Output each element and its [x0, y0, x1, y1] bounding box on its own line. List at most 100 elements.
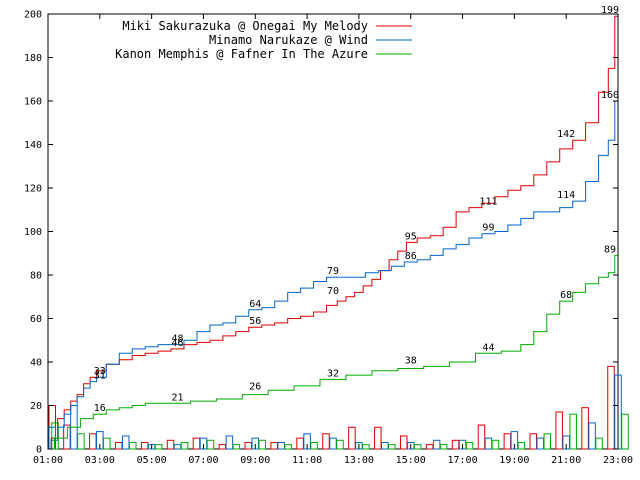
hourly-bar [128, 441, 137, 450]
hourly-bar [432, 439, 441, 450]
data-label: 48 [172, 334, 184, 345]
hourly-bar [180, 441, 189, 450]
hourly-bar [595, 437, 603, 450]
y-tick-label: 200 [24, 10, 42, 21]
data-label: 26 [249, 381, 261, 392]
hourly-bar [140, 441, 149, 450]
y-tick-label: 120 [24, 184, 42, 195]
legend-label: Miki Sakurazuka @ Onegai My Melody [122, 19, 368, 33]
hourly-bar [77, 433, 85, 450]
data-label: 111 [479, 197, 497, 208]
hourly-bar [517, 441, 526, 450]
hourly-bar [166, 439, 175, 450]
legend-label: Minamo Narukaze @ Wind [209, 33, 368, 47]
hourly-bar [425, 444, 434, 450]
data-label: 31 [94, 371, 106, 382]
hourly-bar [529, 433, 538, 450]
x-tick-label: 15:00 [396, 455, 426, 466]
hourly-bar [439, 444, 448, 450]
data-label: 70 [327, 286, 339, 297]
hourly-bar [296, 437, 304, 450]
hourly-bar [218, 444, 227, 450]
y-tick-label: 160 [24, 97, 42, 108]
data-label: 79 [327, 266, 339, 277]
x-tick-label: 19:00 [499, 455, 529, 466]
hourly-bar [121, 435, 130, 450]
data-label: 199 [601, 5, 619, 16]
x-tick-label: 07:00 [188, 455, 218, 466]
data-label: 21 [172, 392, 184, 403]
data-label: 99 [482, 223, 494, 234]
hourly-bar [173, 444, 182, 450]
x-tick-label: 09:00 [240, 455, 270, 466]
data-label: 68 [560, 290, 572, 301]
hourly-bar [381, 441, 389, 450]
legend: Miki Sakurazuka @ Onegai My MelodyMinamo… [115, 19, 412, 61]
hourly-bar [277, 441, 285, 450]
hourly-bar [581, 407, 589, 450]
x-tick-label: 11:00 [292, 455, 322, 466]
hourly-bar [336, 439, 344, 450]
axes: 0 20 40 60 80 100 120 140 160 180 200 01:00 03:00 05:… [24, 10, 633, 467]
hourly-bar [569, 413, 577, 450]
hourly-bar [225, 435, 234, 450]
data-label: 142 [557, 129, 575, 140]
y-tick-label: 180 [24, 53, 42, 64]
hourly-bar [310, 441, 318, 450]
data-label: 56 [249, 316, 261, 327]
x-tick-label: 23:00 [603, 455, 633, 466]
hourly-bar [491, 439, 500, 450]
x-tick-label: 13:00 [344, 455, 374, 466]
x-tick-label: 03:00 [85, 455, 115, 466]
hourly-bar [465, 441, 474, 450]
hourly-bar [374, 426, 382, 450]
hourly-bar [362, 444, 370, 450]
y-tick-label: 40 [30, 358, 42, 369]
hourly-bar [503, 433, 512, 450]
x-tick-label: 01:00 [33, 455, 63, 466]
hourly-bar [322, 433, 330, 450]
plot-frame [47, 13, 619, 450]
y-tick-label: 80 [30, 271, 42, 282]
data-label: 86 [405, 251, 417, 262]
series-line [48, 100, 618, 450]
hourly-bar [103, 437, 111, 450]
data-label: 38 [405, 355, 417, 366]
data-label: 64 [249, 299, 261, 310]
hourly-bar [192, 437, 201, 450]
hourly-bar [284, 444, 292, 450]
hourly-bar [154, 444, 163, 450]
x-tick-label: 05:00 [137, 455, 167, 466]
series-line [48, 15, 618, 450]
data-label: 32 [327, 368, 339, 379]
y-tick-label: 20 [30, 401, 42, 412]
hourly-bar [399, 435, 408, 450]
data-label: 16 [94, 403, 106, 414]
hourly-bar [477, 424, 486, 450]
hourly-bar [114, 441, 123, 450]
hourly-bar [388, 444, 396, 450]
hourly-bar [484, 437, 493, 450]
x-tick-label: 17:00 [447, 455, 477, 466]
hourly-bar [413, 444, 422, 450]
data-label: 114 [557, 190, 575, 201]
data-label: 44 [482, 342, 494, 353]
y-tick-label: 140 [24, 140, 42, 151]
series-line [48, 254, 618, 450]
hourly-bar [206, 439, 215, 450]
hourly-bar [258, 439, 267, 450]
y-tick-label: 0 [36, 445, 42, 456]
hourly-bar [348, 426, 356, 450]
data-label: 89 [604, 244, 616, 255]
legend-label: Kanon Memphis @ Fafner In The Azure [115, 47, 368, 61]
hourly-bar [232, 444, 241, 450]
data-label: 33 [94, 366, 106, 377]
y-tick-label: 60 [30, 314, 42, 325]
hourly-bar [607, 365, 615, 450]
hourly-bar [89, 433, 97, 450]
hourly-bar [329, 437, 337, 450]
hourly-bar [555, 411, 563, 450]
hourly-bar [451, 439, 460, 450]
cumulative-lines [48, 15, 618, 450]
